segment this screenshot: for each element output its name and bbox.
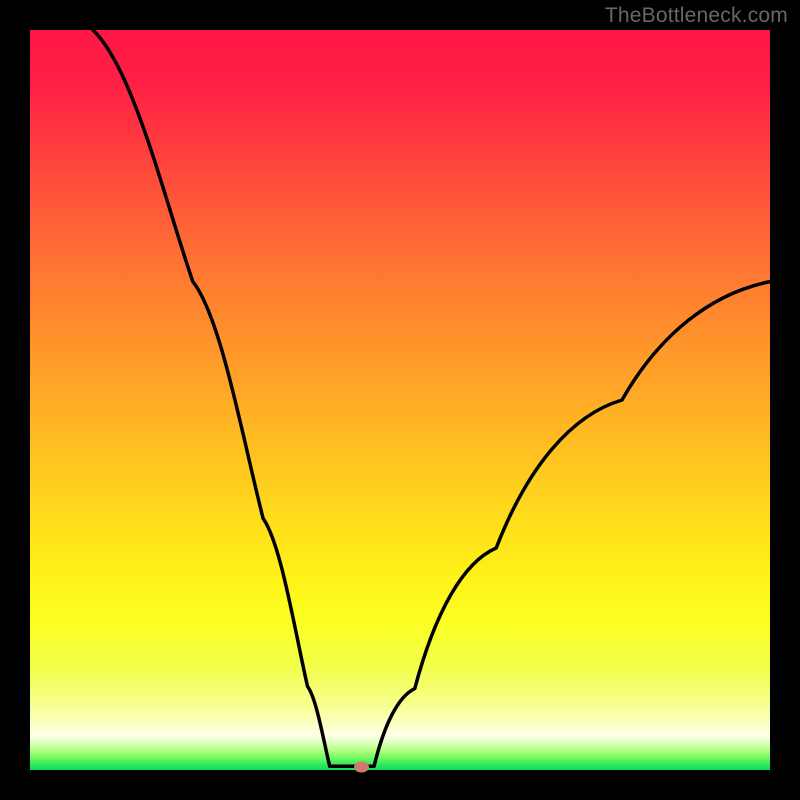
attribution-watermark: TheBottleneck.com [605, 4, 788, 28]
vertex-marker [355, 762, 369, 772]
gradient-plot-area [30, 30, 770, 770]
chart-container: TheBottleneck.com [0, 0, 800, 800]
bottleneck-chart [0, 0, 800, 800]
